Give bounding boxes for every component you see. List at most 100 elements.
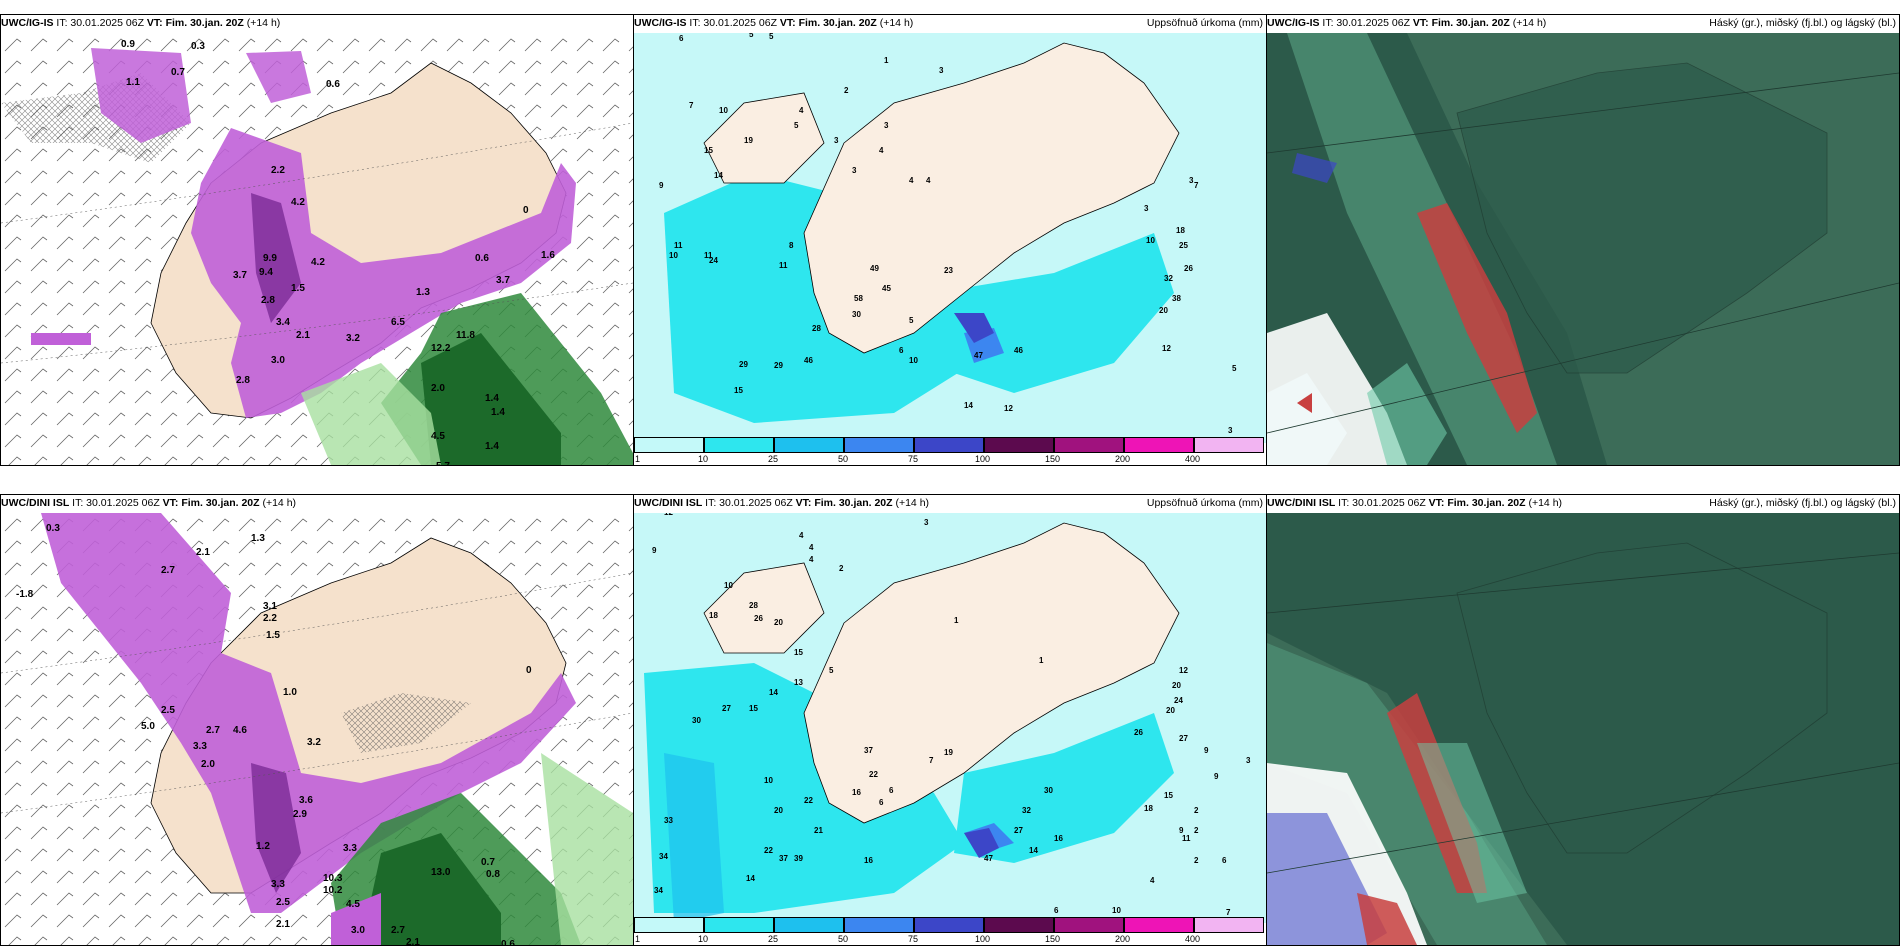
svg-text:0: 0 [523,205,529,216]
colorbar-tick: 10 [698,934,709,944]
colorbar-tick: 1 [635,934,641,944]
svg-text:0: 0 [526,665,532,676]
svg-text:3: 3 [1246,756,1251,765]
svg-text:4.2: 4.2 [311,257,325,268]
colorbar-cell [1124,437,1194,453]
svg-text:46: 46 [1014,346,1023,355]
colorbar-cell [844,917,914,933]
svg-text:1.5: 1.5 [291,283,305,294]
svg-text:1: 1 [954,616,959,625]
colorbar-tick: 25 [768,934,779,944]
svg-text:0.6: 0.6 [326,79,340,90]
colorbar-cell [914,917,984,933]
svg-text:20: 20 [1166,706,1175,715]
snow-map: 0.3-1.81.3 2.12.71.5 3.12.22.5 5.0 2.73.3… [1,513,633,945]
svg-text:23: 23 [944,266,953,275]
svg-text:4.5: 4.5 [431,431,445,442]
svg-text:9: 9 [1179,826,1184,835]
colorbar-tick: 75 [908,454,919,464]
svg-text:2.7: 2.7 [161,565,175,576]
svg-text:30: 30 [692,716,701,725]
svg-text:3: 3 [884,121,889,130]
svg-text:3.7: 3.7 [233,270,247,281]
svg-text:2.2: 2.2 [263,613,277,624]
svg-text:7: 7 [929,756,934,765]
svg-text:14: 14 [769,688,778,697]
svg-text:2.7: 2.7 [206,725,220,736]
svg-text:10: 10 [719,106,728,115]
colorbar-cell [774,917,844,933]
svg-text:20: 20 [1159,306,1168,315]
svg-text:37: 37 [864,746,873,755]
colorbar-cell [1054,917,1124,933]
svg-text:5: 5 [749,33,754,39]
svg-text:0.3: 0.3 [46,523,60,534]
snow-map-panel-top: UWC/IG-IS IT: 30.01.2025 06Z VT: Fim. 30… [0,14,634,466]
svg-text:24: 24 [1174,696,1183,705]
svg-text:12: 12 [1179,666,1188,675]
colorbar-cell [634,917,704,933]
colorbar-tick: 100 [975,454,991,464]
svg-text:10.2: 10.2 [323,885,343,896]
svg-text:0.6: 0.6 [475,253,489,264]
svg-text:3: 3 [834,136,839,145]
panel-title: UWC/DINI ISL IT: 30.01.2025 06Z VT: Fim.… [1,497,297,509]
svg-text:3: 3 [852,166,857,175]
svg-text:6: 6 [889,786,894,795]
svg-text:0.7: 0.7 [171,67,185,78]
svg-text:3.6: 3.6 [299,795,313,806]
svg-text:11: 11 [779,261,788,270]
svg-text:2: 2 [1194,806,1199,815]
colorbar-tick: 200 [1115,454,1131,464]
svg-text:6: 6 [899,346,904,355]
svg-text:3.0: 3.0 [351,925,365,936]
svg-text:2.5: 2.5 [276,897,290,908]
snow-map: 0.9 0.30.6 0.71.14.2 2.23.79.9 9.42.83.4 … [1,33,633,465]
svg-text:-1.8: -1.8 [16,589,34,600]
svg-text:9: 9 [1214,772,1219,781]
svg-text:9.4: 9.4 [259,267,273,278]
svg-text:6.5: 6.5 [391,317,405,328]
colorbar-tick: 100 [975,934,991,944]
svg-text:18: 18 [1176,226,1185,235]
panel-title: UWC/DINI ISL IT: 30.01.2025 06Z VT: Fim.… [1267,497,1563,509]
svg-text:1.0: 1.0 [283,687,297,698]
svg-text:3.0: 3.0 [271,355,285,366]
svg-text:4: 4 [809,543,814,552]
svg-text:5.7: 5.7 [436,461,450,465]
svg-text:0.6: 0.6 [501,939,515,945]
svg-text:1: 1 [884,56,889,65]
svg-text:5: 5 [829,666,834,675]
svg-text:3.2: 3.2 [307,737,321,748]
svg-text:47: 47 [984,854,993,863]
svg-text:4: 4 [799,531,804,540]
svg-text:26: 26 [1134,728,1143,737]
svg-text:2.0: 2.0 [201,759,215,770]
svg-text:39: 39 [794,854,803,863]
colorbar-tick: 200 [1115,934,1131,944]
svg-text:7: 7 [1226,908,1231,917]
svg-text:3: 3 [1144,204,1149,213]
svg-text:9: 9 [652,546,657,555]
svg-text:32: 32 [1022,806,1031,815]
svg-text:30: 30 [852,310,861,319]
svg-text:32: 32 [1164,274,1173,283]
svg-text:0.8: 0.8 [486,869,500,880]
svg-text:26: 26 [1184,264,1193,273]
svg-text:22: 22 [869,770,878,779]
svg-text:4: 4 [809,555,814,564]
svg-text:9: 9 [659,181,664,190]
colorbar-tick: 150 [1045,454,1061,464]
svg-text:49: 49 [870,264,879,273]
colorbar-cell [984,437,1054,453]
svg-text:1.6: 1.6 [541,250,555,261]
svg-text:16: 16 [852,788,861,797]
colorbar-tick: 75 [908,934,919,944]
svg-text:15: 15 [704,146,713,155]
svg-text:2.1: 2.1 [296,330,310,341]
svg-text:47: 47 [974,351,983,360]
svg-text:5: 5 [909,316,914,325]
svg-text:2.0: 2.0 [431,383,445,394]
colorbar-cell [984,917,1054,933]
